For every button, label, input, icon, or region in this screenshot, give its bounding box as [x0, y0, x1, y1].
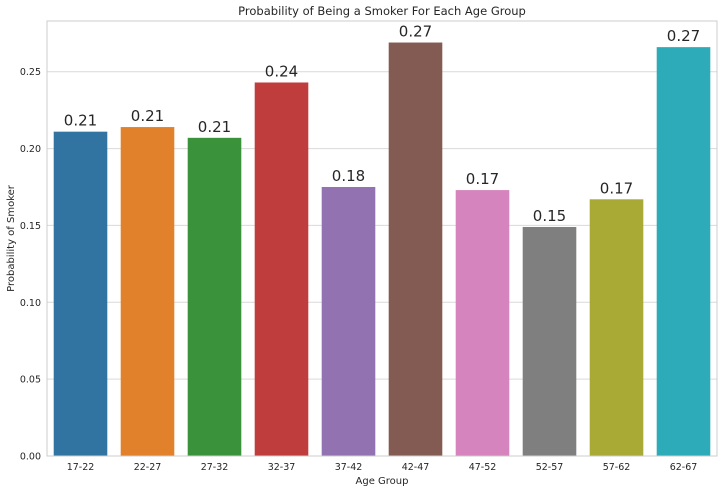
bar — [388, 42, 443, 456]
y-tick-label: 0.15 — [20, 221, 41, 232]
bar — [455, 190, 510, 456]
x-tick-label: 32-37 — [268, 462, 296, 473]
bar-value-label: 0.15 — [533, 207, 566, 225]
bar-value-label: 0.21 — [64, 112, 97, 130]
x-tick-label: 47-52 — [469, 462, 497, 473]
bar — [321, 187, 376, 456]
x-tick-label: 52-57 — [536, 462, 564, 473]
bar — [522, 226, 577, 456]
chart-title: Probability of Being a Smoker For Each A… — [238, 4, 526, 18]
y-tick-label: 0.10 — [20, 298, 41, 309]
plot-frame — [46, 20, 718, 457]
x-tick-label: 42-47 — [402, 462, 430, 473]
bar — [589, 199, 644, 456]
bar-value-label: 0.27 — [399, 23, 432, 41]
x-tick-label: 27-32 — [201, 462, 229, 473]
bar-value-label: 0.17 — [600, 179, 633, 197]
bar — [187, 137, 242, 456]
bars — [53, 42, 711, 457]
x-tick-label: 62-67 — [670, 462, 698, 473]
bar-value-label: 0.17 — [466, 170, 499, 188]
x-axis-label: Age Group — [356, 476, 409, 487]
bar-value-label: 0.21 — [131, 107, 164, 125]
bar-value-label: 0.21 — [198, 118, 231, 136]
x-tick-label: 17-22 — [67, 462, 95, 473]
bar — [254, 82, 309, 456]
bar-data-labels: 0.21 0.21 0.21 0.24 0.18 0.27 0.17 0.15 0.17 0.27 — [64, 23, 700, 225]
x-tick-label: 37-42 — [335, 462, 363, 473]
y-tick-label: 0.20 — [20, 144, 41, 155]
bar — [656, 47, 711, 457]
x-tick-label: 57-62 — [603, 462, 631, 473]
y-tick-label: 0.05 — [20, 375, 41, 386]
y-tick-label: 0.25 — [20, 67, 41, 78]
x-tick-label: 22-27 — [134, 462, 162, 473]
bar-value-label: 0.24 — [265, 62, 298, 80]
y-axis-label: Probability of Smoker — [6, 184, 17, 292]
bar-value-label: 0.18 — [332, 167, 365, 185]
y-tick-labels: 0.00 0.05 0.10 0.15 0.20 0.25 — [20, 67, 41, 462]
y-tick-label: 0.00 — [20, 452, 41, 463]
bar-value-label: 0.27 — [667, 27, 700, 45]
bar — [120, 127, 175, 457]
bar — [53, 131, 108, 456]
x-tick-labels: 17-22 22-27 27-32 32-37 37-42 42-47 47-52 52-57… — [67, 462, 698, 473]
